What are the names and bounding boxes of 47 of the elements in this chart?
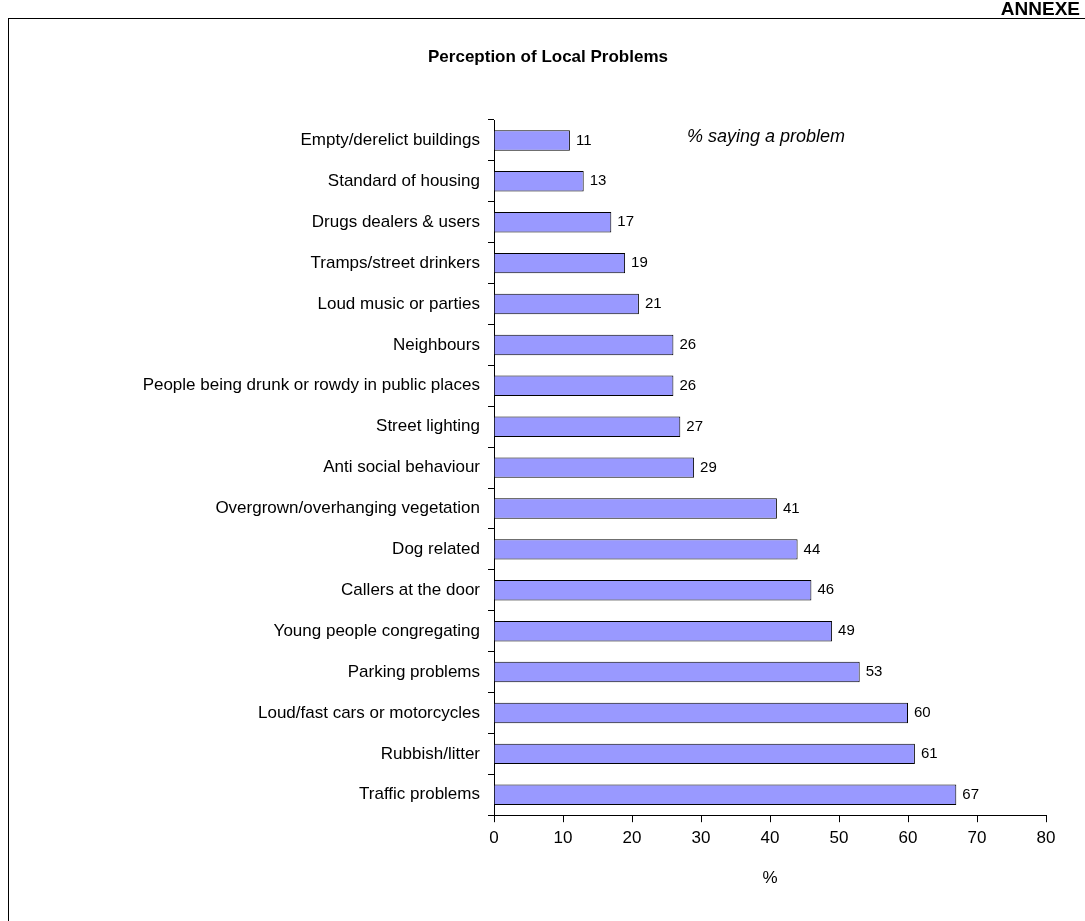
data-label: 61 xyxy=(920,744,938,761)
data-label: 21 xyxy=(644,294,662,312)
annotation: % saying a problem xyxy=(686,126,846,146)
y-tick-label: Loud/fast cars or motorcycles xyxy=(257,702,480,722)
x-tick-label: 70 xyxy=(967,828,987,848)
y-tick-label: People being drunk or rowdy in public places xyxy=(142,375,480,395)
data-label: 49 xyxy=(838,621,855,639)
text: ANNEXE xyxy=(1000,0,1080,20)
x-tick-label: 0 xyxy=(489,828,499,848)
x-axis-title: % xyxy=(762,868,778,888)
data-label: 44 xyxy=(803,539,821,557)
data-label: 46 xyxy=(817,580,835,598)
y-tick-label: Callers at the door xyxy=(341,579,481,599)
x-tick-label: 80 xyxy=(1036,828,1056,848)
data-label: 13 xyxy=(589,171,607,189)
data-label: 26 xyxy=(679,375,697,393)
data-label: 27 xyxy=(686,416,703,434)
data-label: 26 xyxy=(679,335,697,353)
y-tick-label: Neighbours xyxy=(393,334,480,354)
x-tick-label: 10 xyxy=(553,828,573,848)
data-label: 29 xyxy=(700,457,717,475)
data-label: 17 xyxy=(617,212,634,230)
y-tick-label: Traffic problems xyxy=(359,784,480,804)
y-tick-label: Overgrown/overhanging vegetation xyxy=(215,498,480,518)
y-tick-label: Empty/derelict buildings xyxy=(300,130,480,150)
x-tick-label: 60 xyxy=(898,828,918,848)
x-tick-label: 20 xyxy=(622,828,642,848)
y-tick-label: Young people congregating xyxy=(273,620,480,640)
x-tick-label: 30 xyxy=(691,828,711,848)
data-label: 53 xyxy=(865,662,883,680)
x-tick-label: 40 xyxy=(760,828,780,848)
data-label: 41 xyxy=(782,498,800,516)
x-tick-label: 50 xyxy=(829,828,849,848)
y-tick-label: Street lighting xyxy=(376,416,480,436)
data-label: 19 xyxy=(631,253,648,271)
data-label: 60 xyxy=(914,703,931,721)
y-tick-label: Tramps/street drinkers xyxy=(310,252,480,272)
data-label: 11 xyxy=(575,130,592,148)
y-tick-label: Standard of housing xyxy=(327,171,480,191)
y-tick-label: Dog related xyxy=(392,539,480,559)
y-tick-label: Loud music or parties xyxy=(317,293,480,313)
y-tick-label: Drugs dealers & users xyxy=(311,211,480,231)
chart-title: Perception of Local Problems xyxy=(428,46,668,66)
data-label: 67 xyxy=(962,784,979,802)
y-tick-label: Anti social behaviour xyxy=(323,457,481,477)
y-tick-label: Rubbish/litter xyxy=(380,743,481,763)
y-tick-label: Parking problems xyxy=(347,661,480,681)
